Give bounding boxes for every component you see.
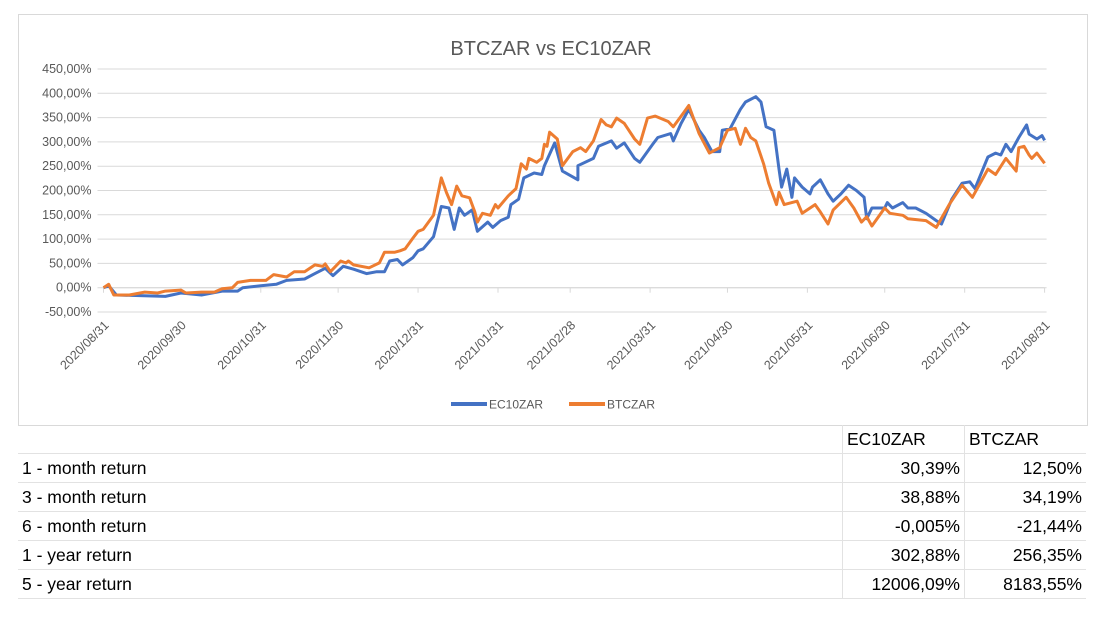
series-line-ec10zar (102, 95, 1046, 298)
y-tick-label: 50,00% (49, 256, 91, 270)
table-row: 6 - month return -0,005% -21,44% (18, 511, 1086, 541)
x-tick-label: 2021/05/31 (761, 318, 815, 372)
series-line-btczar (102, 104, 1046, 297)
x-tick-label: 2021/07/31 (919, 318, 973, 372)
btczar-value: 256,35% (964, 540, 1086, 570)
row-label: 1 - month return (18, 453, 843, 483)
y-tick-label: 350,00% (42, 111, 91, 125)
table-row: 1 - month return 30,39% 12,50% (18, 453, 1086, 483)
header-ec10zar: EC10ZAR (842, 425, 965, 454)
chart-title: BTCZAR vs EC10ZAR (450, 38, 651, 60)
x-tick-label: 2021/06/30 (839, 318, 893, 372)
x-tick-label: 2021/08/31 (999, 318, 1053, 372)
series-lines (102, 95, 1046, 298)
ec10zar-value: 12006,09% (842, 569, 965, 599)
ec10zar-value: 302,88% (842, 540, 965, 570)
row-label: 3 - month return (18, 482, 843, 512)
row-label: 6 - month return (18, 511, 843, 541)
x-tick-label: 2020/10/31 (215, 318, 269, 372)
line-chart: BTCZAR vs EC10ZAR 450,00% 400,00% 350,00% 3… (42, 38, 1053, 412)
y-tick-label: 0,00% (56, 281, 91, 295)
x-tick-label: 2021/02/28 (524, 318, 578, 372)
y-tick-label: 450,00% (42, 62, 91, 76)
returns-table: EC10ZAR BTCZAR 1 - month return 30,39% 1… (18, 425, 1086, 599)
header-empty (18, 425, 843, 454)
ec10zar-value: 30,39% (842, 453, 965, 483)
btczar-value: 8183,55% (964, 569, 1086, 599)
btczar-value: -21,44% (964, 511, 1086, 541)
x-tick-label: 2021/04/30 (681, 318, 735, 372)
ec10zar-value: 38,88% (842, 482, 965, 512)
y-tick-label: 100,00% (42, 232, 91, 246)
table-row: 1 - year return 302,88% 256,35% (18, 540, 1086, 570)
table-row: 3 - month return 38,88% 34,19% (18, 482, 1086, 512)
x-axis-ticks: 2020/08/31 2020/09/30 2020/10/31 2020/11/30… (57, 287, 1053, 372)
y-tick-label: 300,00% (42, 135, 91, 149)
btczar-value: 12,50% (964, 453, 1086, 483)
y-tick-label: -50,00% (45, 305, 92, 319)
table-row: 5 - year return 12006,09% 8183,55% (18, 569, 1086, 599)
x-tick-label: 2020/08/31 (57, 318, 111, 372)
row-label: 5 - year return (18, 569, 843, 599)
ec10zar-value: -0,005% (842, 511, 965, 541)
header-btczar: BTCZAR (964, 425, 1086, 454)
legend-label-ec10zar: EC10ZAR (489, 398, 543, 412)
x-tick-label: 2020/11/30 (293, 318, 347, 372)
y-tick-label: 150,00% (42, 208, 91, 222)
y-tick-label: 200,00% (42, 184, 91, 198)
x-tick-label: 2021/01/31 (452, 318, 506, 372)
y-axis-ticks: 450,00% 400,00% 350,00% 300,00% 250,00% 200,0… (42, 62, 91, 319)
chart-container: BTCZAR vs EC10ZAR 450,00% 400,00% 350,00% 3… (18, 14, 1088, 426)
legend-label-btczar: BTCZAR (607, 398, 655, 412)
legend: EC10ZAR BTCZAR (451, 398, 655, 412)
x-tick-label: 2020/09/30 (135, 318, 189, 372)
btczar-value: 34,19% (964, 482, 1086, 512)
x-tick-label: 2021/03/31 (604, 318, 658, 372)
gridlines (97, 68, 1047, 313)
x-tick-label: 2020/12/31 (372, 318, 426, 372)
y-tick-label: 400,00% (42, 86, 91, 100)
y-tick-label: 250,00% (42, 159, 91, 173)
row-label: 1 - year return (18, 540, 843, 570)
table-header-row: EC10ZAR BTCZAR (18, 425, 1086, 454)
